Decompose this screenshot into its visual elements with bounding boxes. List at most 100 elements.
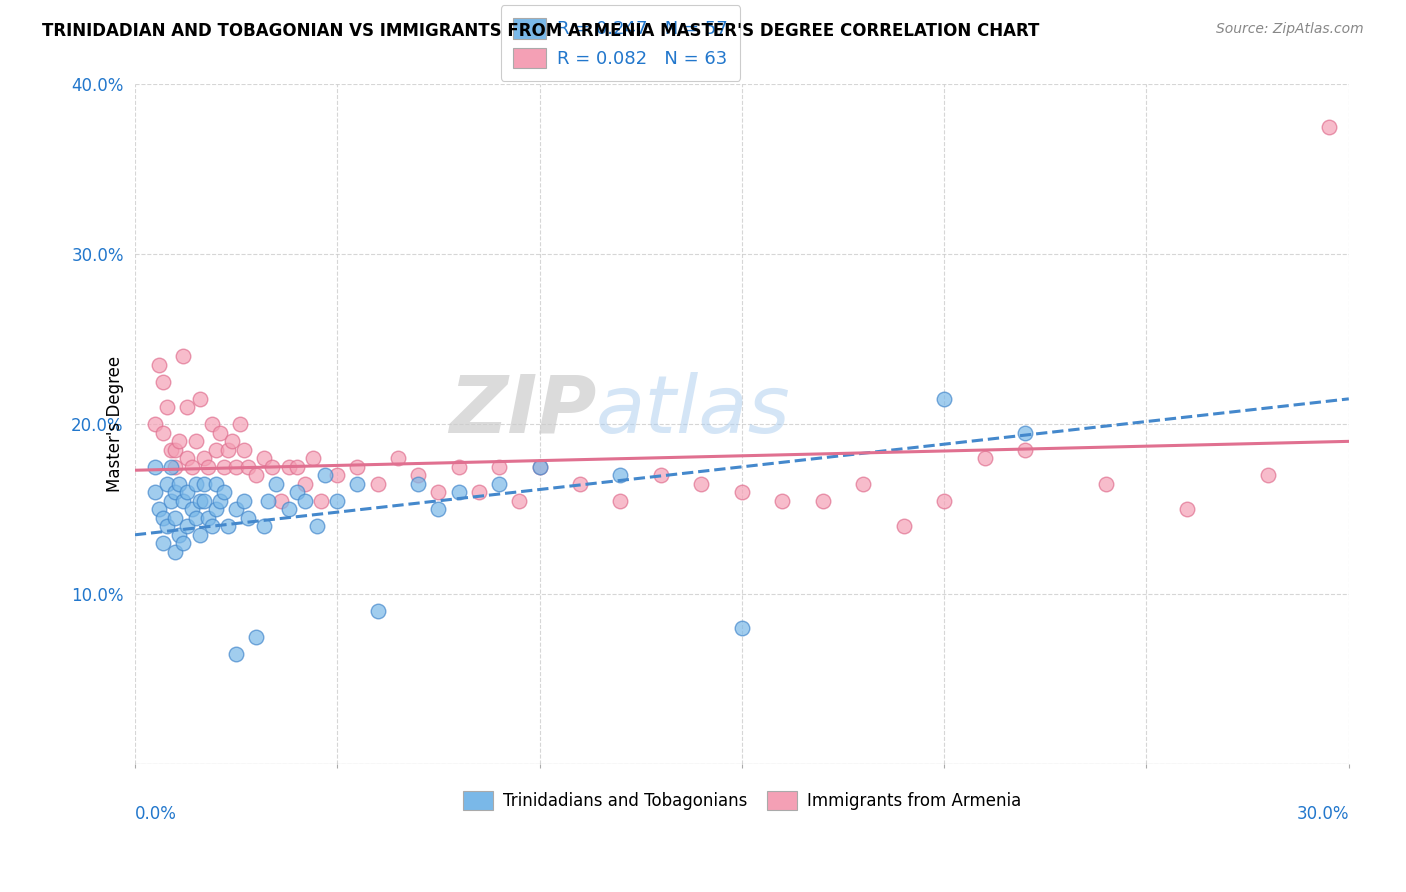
Point (193, 493, 215, 508)
Point (217, 519, 239, 533)
Point (188, 528, 211, 542)
Point (236, 459, 259, 474)
Text: 0.0%: 0.0% (135, 805, 177, 823)
Point (285, 485, 308, 500)
Point (180, 502, 202, 516)
Point (488, 476, 510, 491)
Point (1317, 120, 1340, 134)
Point (176, 485, 198, 500)
Point (225, 459, 247, 474)
Text: Source: ZipAtlas.com: Source: ZipAtlas.com (1216, 22, 1364, 37)
Point (326, 468, 349, 483)
Point (277, 502, 299, 516)
Text: TRINIDADIAN AND TOBAGONIAN VS IMMIGRANTS FROM ARMENIA MASTER'S DEGREE CORRELATIO: TRINIDADIAN AND TOBAGONIAN VS IMMIGRANTS… (42, 22, 1039, 40)
Point (973, 451, 995, 466)
Point (184, 434, 207, 449)
Point (217, 442, 239, 457)
Point (204, 502, 226, 516)
Point (152, 375, 174, 389)
Point (160, 442, 183, 457)
Point (152, 511, 174, 525)
Point (225, 647, 247, 661)
Point (309, 493, 332, 508)
Point (143, 459, 166, 474)
Point (262, 459, 284, 474)
Point (406, 476, 429, 491)
Point (529, 459, 551, 474)
Point (650, 468, 672, 483)
Point (165, 459, 187, 474)
Point (212, 459, 235, 474)
Point (1014, 442, 1036, 457)
Point (188, 392, 211, 406)
Point (204, 442, 226, 457)
Point (201, 417, 224, 432)
Point (1014, 425, 1036, 440)
Point (367, 476, 389, 491)
Point (277, 459, 299, 474)
Point (427, 485, 450, 500)
Point (176, 451, 198, 466)
Point (609, 468, 631, 483)
Point (305, 519, 328, 533)
Point (172, 350, 194, 364)
Point (197, 511, 219, 525)
Text: atlas: atlas (596, 372, 792, 450)
Point (731, 621, 754, 635)
Point (169, 476, 191, 491)
Point (770, 493, 793, 508)
Point (193, 476, 215, 491)
Point (156, 519, 179, 533)
Point (245, 630, 267, 644)
Point (1257, 468, 1279, 483)
Point (346, 476, 368, 491)
Point (893, 519, 915, 533)
Point (165, 485, 187, 500)
Point (160, 459, 183, 474)
Text: 30.0%: 30.0% (1296, 805, 1348, 823)
Point (427, 502, 450, 516)
Point (346, 459, 368, 474)
Point (934, 493, 956, 508)
Point (208, 425, 231, 440)
Text: ZIP: ZIP (449, 372, 596, 450)
Point (326, 493, 349, 508)
Y-axis label: Master's Degree: Master's Degree (105, 356, 124, 492)
Point (165, 545, 187, 559)
Point (367, 604, 389, 618)
Point (165, 442, 187, 457)
Point (208, 493, 231, 508)
Point (406, 468, 429, 483)
Point (229, 417, 252, 432)
Point (212, 485, 235, 500)
Point (934, 392, 956, 406)
Point (152, 536, 174, 550)
Point (201, 519, 224, 533)
Point (184, 476, 207, 491)
Point (143, 417, 166, 432)
Point (233, 493, 256, 508)
Point (184, 511, 207, 525)
Point (488, 459, 510, 474)
Point (690, 476, 713, 491)
Point (568, 476, 591, 491)
Point (176, 401, 198, 415)
Point (221, 434, 243, 449)
Point (197, 459, 219, 474)
Point (236, 511, 259, 525)
Point (193, 451, 215, 466)
Point (172, 536, 194, 550)
Point (1095, 476, 1118, 491)
Point (152, 425, 174, 440)
Point (160, 493, 183, 508)
Point (270, 493, 292, 508)
Point (233, 442, 256, 457)
Point (302, 451, 325, 466)
Point (169, 528, 191, 542)
Point (314, 468, 336, 483)
Point (143, 485, 166, 500)
Point (852, 476, 875, 491)
Point (148, 502, 170, 516)
Point (266, 476, 288, 491)
Point (294, 493, 316, 508)
